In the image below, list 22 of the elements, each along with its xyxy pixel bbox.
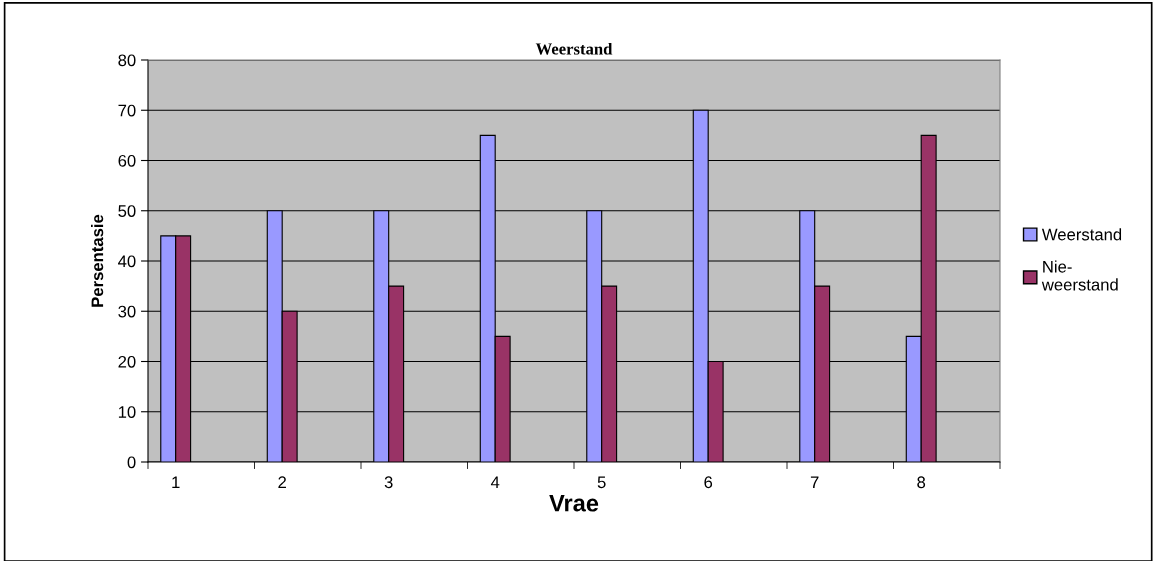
y-tick-label: 70 <box>118 104 136 117</box>
x-tick-label: 3 <box>384 476 393 489</box>
y-tick-label: 30 <box>118 305 136 318</box>
y-tick-label: 20 <box>118 355 136 368</box>
y-axis-title: Persentasie <box>91 214 104 307</box>
x-tick-label: 7 <box>810 476 819 488</box>
chart-title: Weerstand <box>535 42 613 55</box>
x-tick-label: 8 <box>917 476 926 489</box>
y-tick-label: 60 <box>118 154 136 167</box>
x-tick-label: 6 <box>704 476 713 489</box>
y-tick-label: 40 <box>118 255 136 268</box>
y-tick-label: 50 <box>118 205 136 217</box>
x-tick-label: 5 <box>597 476 606 489</box>
legend-label: Nie- weerstand <box>1041 260 1118 291</box>
y-tick-label: 10 <box>118 406 136 418</box>
x-tick-label: 4 <box>490 476 500 488</box>
y-tick-label: 0 <box>127 456 136 469</box>
y-tick-label: 80 <box>118 54 136 67</box>
x-tick-label: 2 <box>278 476 286 488</box>
x-tick-label: 1 <box>172 476 180 488</box>
legend-label: Weerstand <box>1041 228 1122 241</box>
x-axis-title: Vrae <box>549 495 599 512</box>
